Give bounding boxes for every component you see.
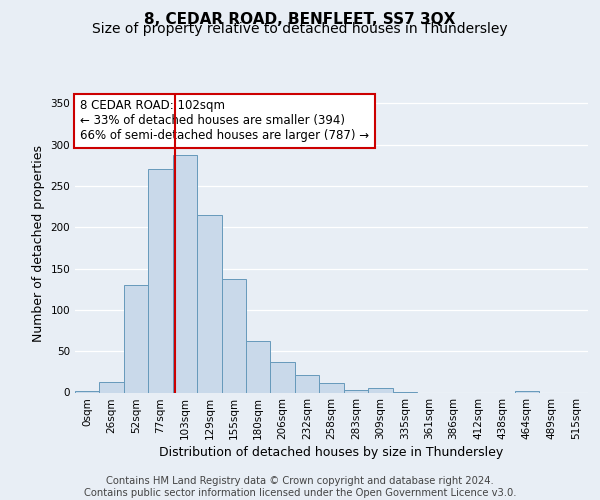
Bar [319, 382, 344, 392]
Text: Contains HM Land Registry data © Crown copyright and database right 2024.
Contai: Contains HM Land Registry data © Crown c… [84, 476, 516, 498]
Bar [100, 382, 124, 392]
Text: 8, CEDAR ROAD, BENFLEET, SS7 3QX: 8, CEDAR ROAD, BENFLEET, SS7 3QX [145, 12, 455, 28]
Bar [515, 391, 539, 392]
Bar [368, 388, 392, 392]
Text: 8 CEDAR ROAD: 102sqm
← 33% of detached houses are smaller (394)
66% of semi-deta: 8 CEDAR ROAD: 102sqm ← 33% of detached h… [80, 100, 369, 142]
Bar [344, 390, 368, 392]
Bar [271, 362, 295, 392]
Bar [173, 156, 197, 392]
Bar [75, 391, 100, 392]
Text: Size of property relative to detached houses in Thundersley: Size of property relative to detached ho… [92, 22, 508, 36]
Y-axis label: Number of detached properties: Number of detached properties [32, 145, 45, 342]
Bar [124, 285, 148, 393]
Bar [221, 280, 246, 392]
Bar [197, 215, 221, 392]
X-axis label: Distribution of detached houses by size in Thundersley: Distribution of detached houses by size … [160, 446, 503, 460]
Bar [295, 375, 319, 392]
Bar [148, 170, 173, 392]
Bar [246, 342, 271, 392]
